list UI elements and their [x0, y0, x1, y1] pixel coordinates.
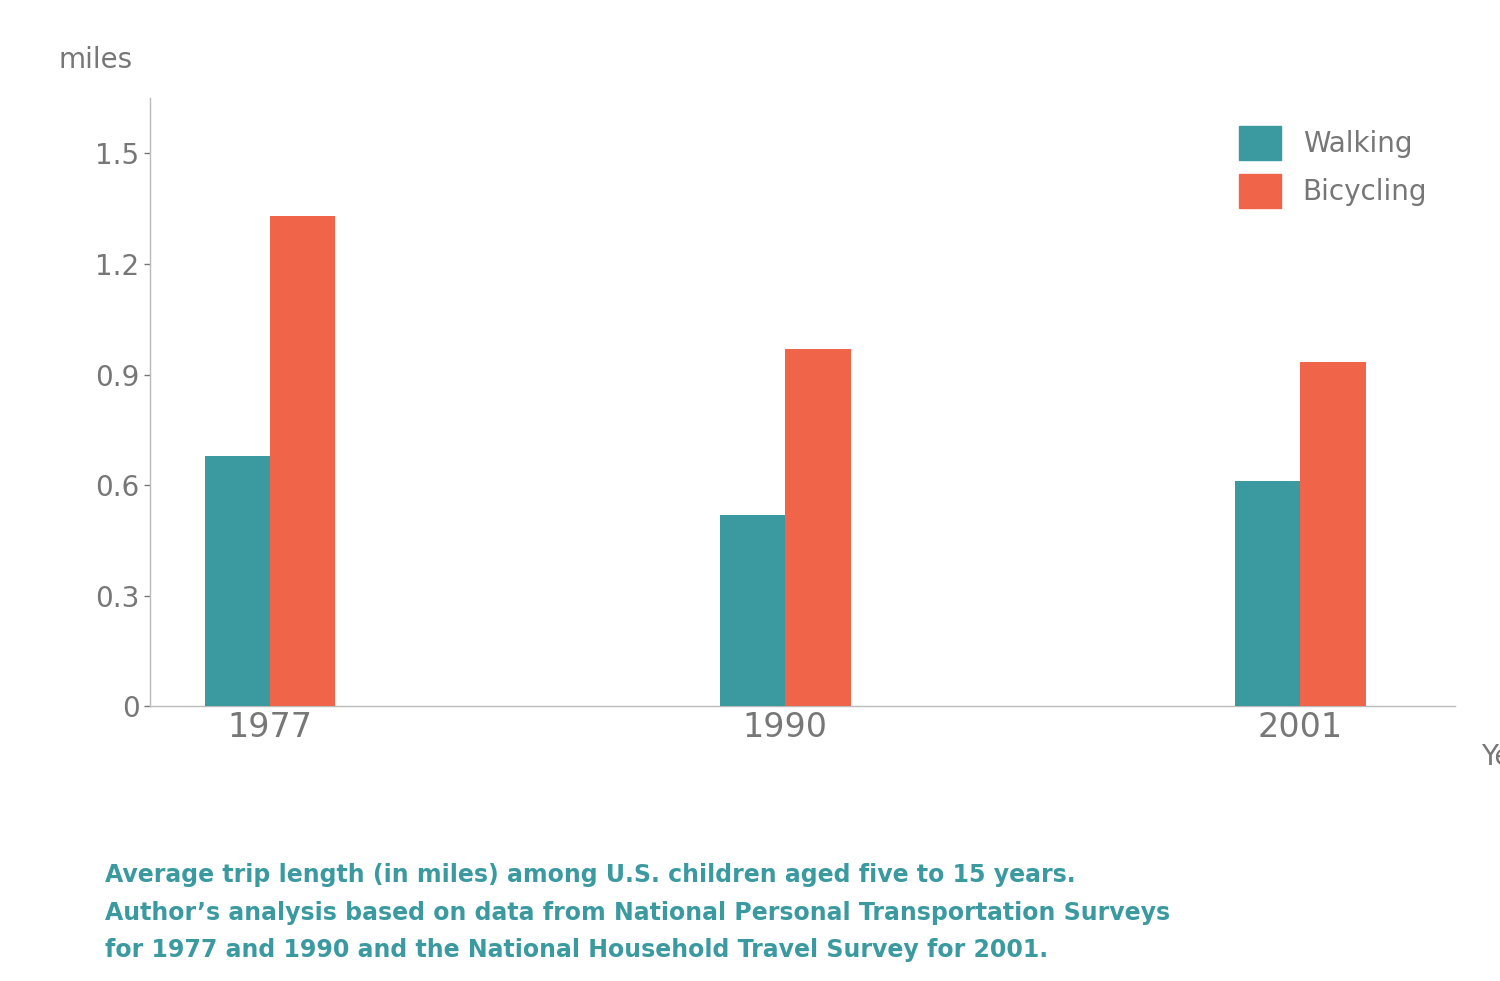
Text: Year: Year [1480, 743, 1500, 771]
Bar [786, 349, 850, 706]
Text: miles: miles [58, 46, 134, 74]
Bar [1234, 482, 1300, 706]
Bar [1300, 362, 1365, 706]
Bar [270, 216, 336, 706]
Bar [206, 455, 270, 706]
Legend: Walking, Bicycling: Walking, Bicycling [1226, 112, 1442, 222]
Text: Average trip length (in miles) among U.S. children aged five to 15 years.
Author: Average trip length (in miles) among U.S… [105, 863, 1170, 962]
Bar [720, 515, 786, 706]
